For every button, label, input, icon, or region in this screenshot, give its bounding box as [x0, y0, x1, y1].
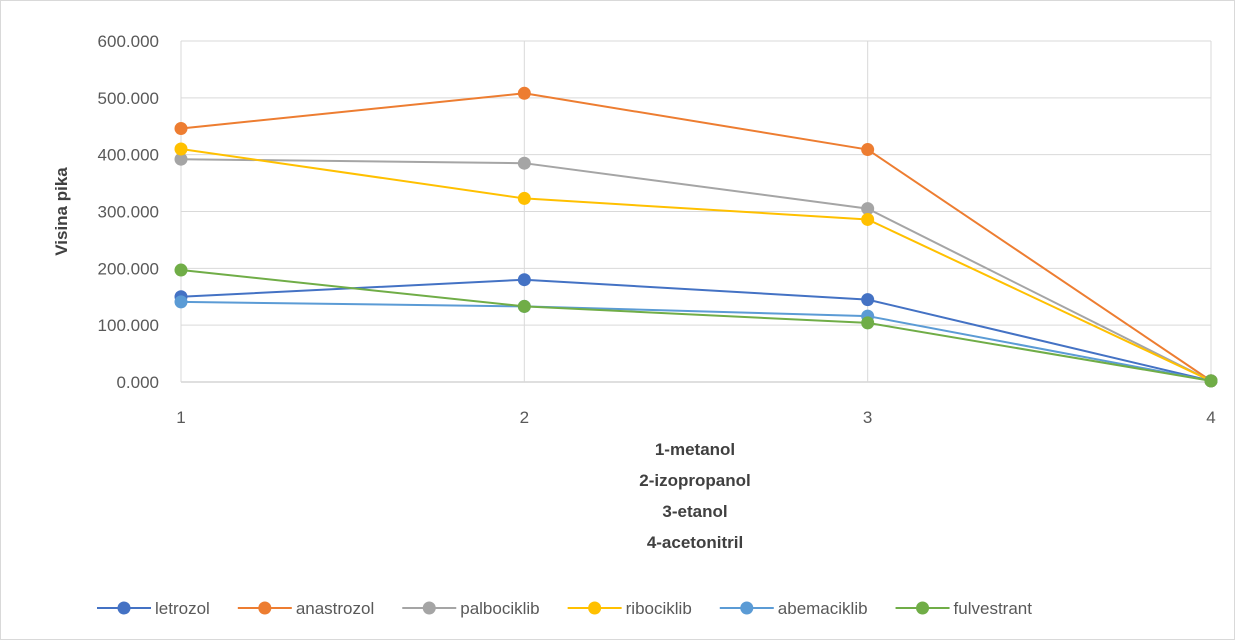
- data-point: [1204, 374, 1218, 388]
- data-point: [861, 293, 875, 307]
- legend-item-ribociklib: ribociklib: [567, 599, 692, 618]
- x-tick-label: 3: [863, 408, 872, 427]
- y-tick-label: 300.000: [98, 203, 159, 222]
- series-letrozol: [174, 273, 1218, 388]
- y-tick-label: 200.000: [98, 259, 159, 278]
- legend-item-abemaciklib: abemaciklib: [719, 599, 868, 618]
- x-axis-label-line: 4-acetonitril: [647, 533, 743, 552]
- y-axis-label: Visina pika: [52, 167, 71, 256]
- y-tick-label: 100.000: [98, 316, 159, 335]
- legend-item-palbociklib: palbociklib: [402, 599, 540, 618]
- data-point: [517, 191, 531, 205]
- data-point: [174, 152, 188, 166]
- series-lines: [174, 86, 1218, 388]
- legend-label: palbociklib: [460, 599, 539, 618]
- legend-label: fulvestrant: [954, 599, 1033, 618]
- data-point: [174, 263, 188, 277]
- data-point: [517, 86, 531, 100]
- legend-marker: [588, 601, 602, 615]
- legend-item-letrozol: letrozol: [97, 599, 210, 618]
- data-point: [517, 299, 531, 313]
- y-tick-label: 500.000: [98, 89, 159, 108]
- legend-marker: [117, 601, 131, 615]
- legend-label: anastrozol: [296, 599, 374, 618]
- legend-marker: [258, 601, 272, 615]
- data-point: [861, 143, 875, 157]
- series-abemaciklib: [174, 295, 1218, 388]
- series-line: [180, 158, 1212, 382]
- x-tick-label: 1: [176, 408, 185, 427]
- data-point: [861, 316, 875, 330]
- series-line: [180, 278, 1212, 382]
- series-ribociklib: [174, 142, 1218, 388]
- data-point: [174, 142, 188, 156]
- series-line: [180, 300, 1212, 382]
- y-tick-label: 600.000: [98, 32, 159, 51]
- x-tick-label: 2: [520, 408, 529, 427]
- data-point: [174, 122, 188, 136]
- data-point: [861, 202, 875, 216]
- legend-label: abemaciklib: [778, 599, 868, 618]
- x-axis-label-line: 1-metanol: [655, 440, 735, 459]
- x-axis-label: 1-metanol 2-izopropanol 3-etanol 4-acetonit…: [639, 440, 750, 552]
- y-axis-ticks: 0.000 100.000 200.000 300.000 400.000 500.000…: [98, 32, 159, 392]
- legend-item-fulvestrant: fulvestrant: [895, 599, 1033, 618]
- legend-marker: [916, 601, 930, 615]
- series-anastrozol: [174, 86, 1218, 388]
- x-tick-label: 4: [1206, 408, 1215, 427]
- data-point: [174, 295, 188, 309]
- series-line: [180, 147, 1212, 382]
- x-axis-ticks: 1 2 3 4: [176, 408, 1215, 427]
- x-axis-label-line: 2-izopropanol: [639, 471, 750, 490]
- legend-item-anastrozol: anastrozol: [237, 599, 374, 618]
- series-fulvestrant: [174, 263, 1218, 388]
- y-tick-label: 0.000: [116, 373, 159, 392]
- x-axis-label-line: 3-etanol: [662, 502, 727, 521]
- legend-label: ribociklib: [626, 599, 692, 618]
- series-line: [180, 92, 1212, 382]
- data-point: [517, 156, 531, 170]
- data-point: [517, 273, 531, 287]
- legend-label: letrozol: [155, 599, 210, 618]
- legend-marker: [740, 601, 754, 615]
- legend-marker: [422, 601, 436, 615]
- gridlines: [180, 40, 1212, 383]
- series-line: [180, 269, 1212, 382]
- legend: letrozol anastrozol palbociklib ribociklib a…: [97, 599, 1032, 618]
- data-point: [861, 212, 875, 226]
- y-tick-label: 400.000: [98, 146, 159, 165]
